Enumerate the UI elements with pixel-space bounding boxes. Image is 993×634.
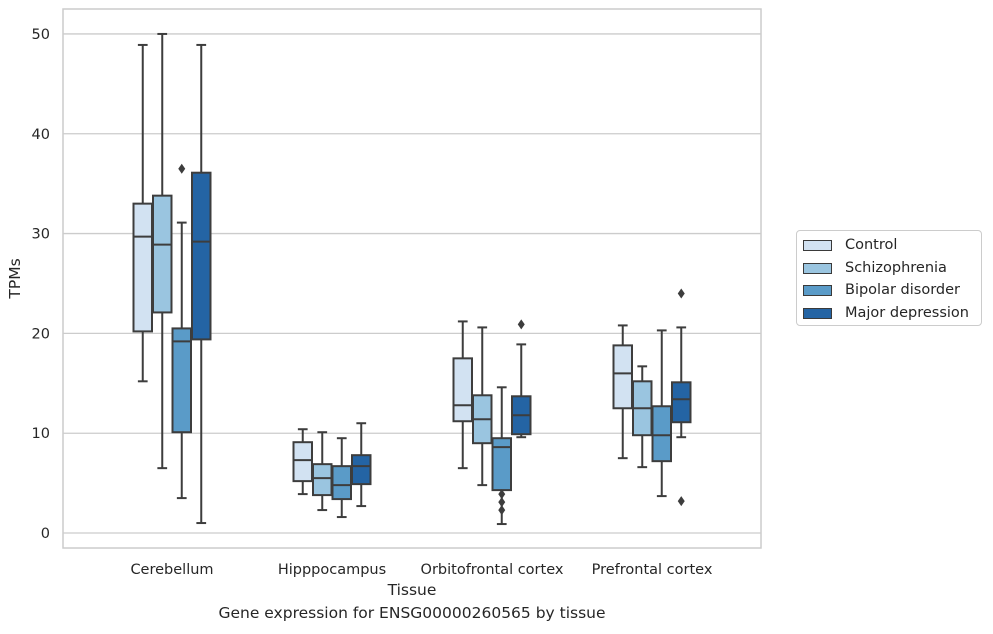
box-orbitofrontal-cortex-control (452, 320, 473, 470)
outlier-cerebellum-bipolar-disorder-0 (178, 163, 186, 174)
plot-frame (62, 8, 762, 549)
y-tick-label-50: 50 (32, 27, 50, 43)
outlier-orbitofrontal-cortex-bipolar-disorder-2 (498, 489, 506, 500)
x-tick-label-prefrontal-cortex: Prefrontal cortex (592, 562, 713, 578)
legend-swatch-bipolar-disorder (803, 284, 832, 296)
y-tick-label-0: 0 (41, 526, 50, 542)
box-hipppocampus-control (292, 428, 313, 496)
legend-item-control: Control (803, 235, 897, 255)
legend-swatch-control (803, 239, 832, 251)
box-prefrontal-cortex-bipolar-disorder (651, 329, 672, 498)
box-plots (132, 32, 692, 526)
box-prefrontal-cortex-major-depression (671, 288, 692, 507)
legend-label-major-depression: Major depression (845, 305, 969, 321)
box-cerebellum-major-depression (191, 43, 212, 525)
y-axis-label: TPMs (6, 258, 24, 299)
box-cerebellum-control (132, 43, 153, 383)
x-tick-label-cerebellum: Cerebellum (130, 562, 213, 578)
y-tick-label-30: 30 (32, 227, 50, 243)
legend-item-major-depression: Major depression (803, 303, 969, 323)
x-tick-label-orbitofrontal-cortex: Orbitofrontal cortex (421, 562, 564, 578)
legend-swatch-major-depression (803, 307, 832, 319)
legend: Control Schizophrenia Bipolar disorder M… (796, 230, 982, 326)
x-axis-label: Tissue (387, 581, 437, 599)
y-tick-label-10: 10 (32, 426, 50, 442)
box-cerebellum-schizophrenia (152, 32, 173, 470)
outlier-prefrontal-cortex-major-depression-1 (677, 288, 685, 299)
outlier-orbitofrontal-cortex-bipolar-disorder-0 (498, 505, 506, 516)
legend-label-control: Control (845, 237, 898, 253)
legend-item-schizophrenia: Schizophrenia (803, 258, 947, 278)
box-orbitofrontal-cortex-major-depression (511, 319, 532, 439)
box-hipppocampus-bipolar-disorder (331, 437, 352, 519)
outlier-prefrontal-cortex-major-depression-0 (677, 496, 685, 507)
box-hipppocampus-schizophrenia (312, 431, 333, 512)
legend-swatch-schizophrenia (803, 262, 832, 274)
chart-caption: Gene expression for ENSG00000260565 by t… (218, 604, 606, 622)
box-orbitofrontal-cortex-schizophrenia (472, 326, 493, 487)
outlier-orbitofrontal-cortex-major-depression-0 (517, 319, 525, 330)
x-tick-label-hipppocampus: Hipppocampus (278, 562, 386, 578)
tick-labels: 0 10 20 30 40 50 Cerebellum Hipppocampus Orbitof… (32, 27, 713, 578)
box-prefrontal-cortex-control (612, 324, 633, 460)
legend-label-bipolar-disorder: Bipolar disorder (845, 282, 960, 298)
legend-label-schizophrenia: Schizophrenia (845, 260, 947, 276)
box-cerebellum-bipolar-disorder (171, 163, 192, 500)
box-hipppocampus-major-depression (351, 422, 372, 508)
outlier-orbitofrontal-cortex-bipolar-disorder-1 (498, 497, 506, 508)
y-tick-label-20: 20 (32, 326, 50, 342)
box-prefrontal-cortex-schizophrenia (632, 365, 653, 469)
box-orbitofrontal-cortex-bipolar-disorder (491, 386, 512, 526)
y-tick-label-40: 40 (32, 127, 50, 143)
legend-item-bipolar-disorder: Bipolar disorder (803, 280, 960, 300)
